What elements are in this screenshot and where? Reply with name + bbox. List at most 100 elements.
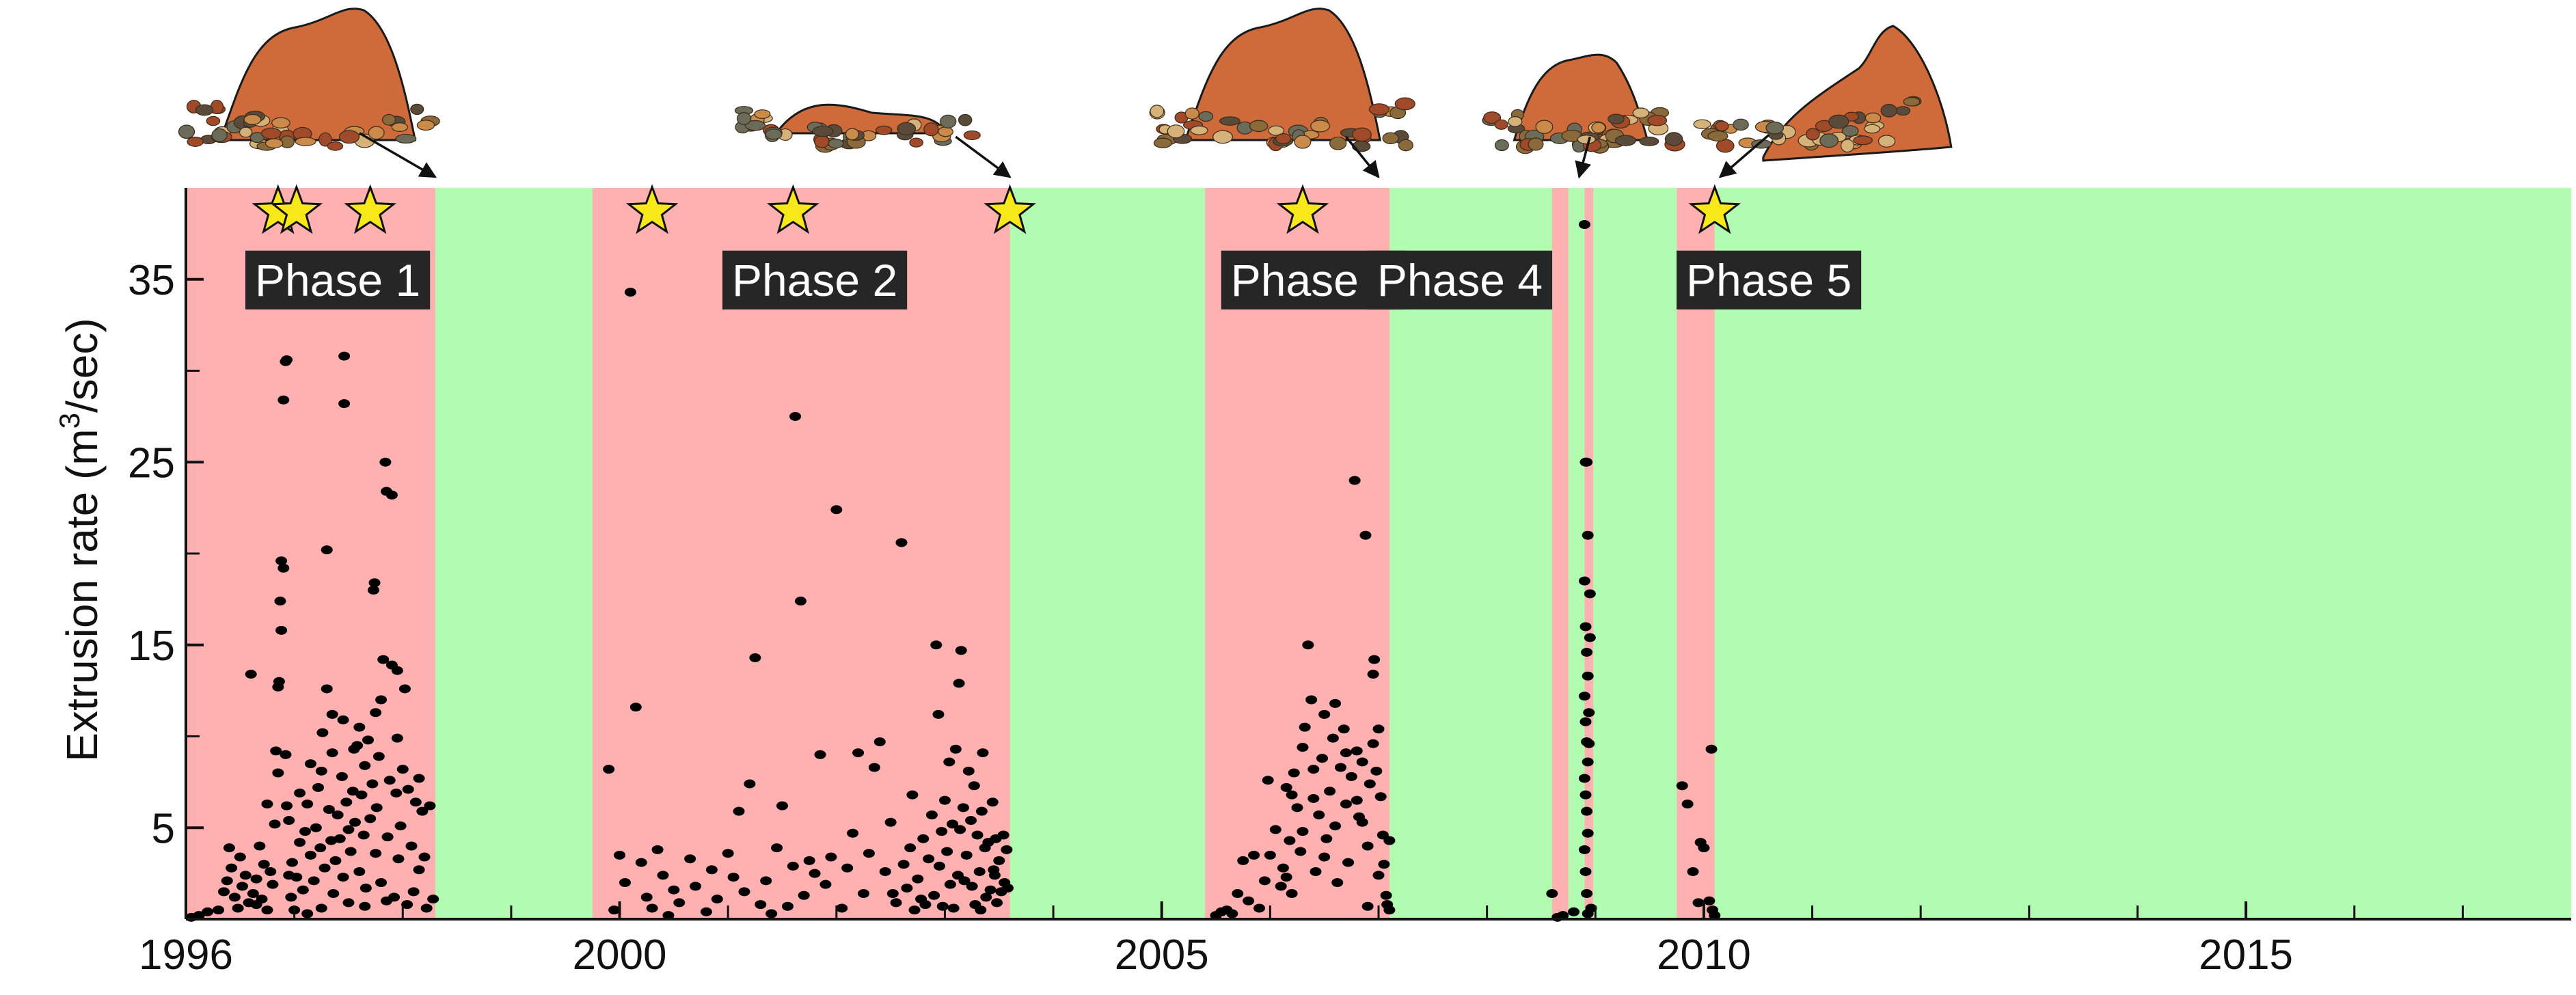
data-point xyxy=(270,746,282,756)
data-point xyxy=(245,670,257,679)
data-point xyxy=(1698,843,1710,853)
rubble-clast xyxy=(1577,135,1596,145)
rubble-clast xyxy=(338,130,360,144)
data-point xyxy=(798,890,810,900)
data-point xyxy=(1313,810,1325,820)
rubble-clast xyxy=(765,128,783,140)
rubble-clast xyxy=(754,109,771,119)
data-point xyxy=(375,695,388,705)
data-point xyxy=(357,830,370,840)
rubble-clast xyxy=(1483,111,1502,124)
data-point xyxy=(1583,708,1595,718)
data-point xyxy=(1581,647,1593,657)
data-point xyxy=(789,411,802,421)
data-point xyxy=(934,861,946,871)
data-point xyxy=(281,801,293,810)
data-point xyxy=(608,905,621,915)
rubble-clast xyxy=(828,138,844,149)
data-point xyxy=(1297,743,1309,752)
data-point xyxy=(947,819,959,829)
event-star xyxy=(270,184,323,234)
rubble-clast xyxy=(195,104,214,116)
data-point xyxy=(1578,774,1590,783)
data-point xyxy=(1582,757,1594,767)
x-tick-label: 2005 xyxy=(1115,931,1209,979)
data-point xyxy=(337,715,349,724)
rubble-clast xyxy=(744,120,766,131)
rubble-clast xyxy=(909,137,923,148)
data-point xyxy=(1284,836,1296,845)
data-point xyxy=(304,850,316,860)
data-point xyxy=(1264,850,1276,860)
data-point xyxy=(749,653,761,662)
rubble-clast xyxy=(1853,135,1873,146)
data-point xyxy=(895,538,908,547)
data-point xyxy=(1345,772,1357,781)
rubble-clast xyxy=(1828,114,1849,129)
x-tick-label: 1996 xyxy=(139,931,233,979)
data-point xyxy=(337,872,349,882)
data-point xyxy=(1307,793,1320,803)
rubble-clast xyxy=(265,138,284,149)
data-point xyxy=(416,806,429,816)
data-point xyxy=(381,832,394,842)
rubble-clast xyxy=(239,126,253,138)
data-point xyxy=(359,901,371,911)
rubble-clast xyxy=(1368,103,1389,115)
data-point xyxy=(413,774,425,783)
rubble-clast xyxy=(1903,96,1921,107)
data-point xyxy=(1342,858,1355,867)
data-point xyxy=(794,597,806,606)
data-point xyxy=(1578,692,1590,701)
data-point xyxy=(1578,576,1590,586)
data-point xyxy=(239,871,252,880)
rubble-clast xyxy=(410,103,424,115)
data-point xyxy=(884,817,897,827)
data-point xyxy=(705,865,718,875)
data-point xyxy=(226,863,238,873)
data-point xyxy=(803,856,815,865)
data-point xyxy=(1288,768,1300,778)
phase-label-2: Phase 2 xyxy=(722,250,908,310)
data-point xyxy=(377,655,390,664)
data-point xyxy=(1320,834,1333,843)
data-point xyxy=(277,563,290,573)
rubble-clast xyxy=(327,141,344,151)
rubble-clast xyxy=(1841,139,1855,153)
rubble-clast xyxy=(1880,104,1897,118)
rubble-clast xyxy=(1268,125,1285,136)
data-point xyxy=(1372,724,1385,734)
data-point xyxy=(353,867,366,876)
data-point xyxy=(1372,871,1385,880)
rubble-clast xyxy=(1877,135,1896,148)
data-point xyxy=(228,892,241,902)
data-point xyxy=(744,779,756,789)
lava-dome xyxy=(774,103,949,135)
data-point xyxy=(1557,911,1569,921)
data-point xyxy=(1262,776,1274,785)
rubble-clast xyxy=(1249,120,1269,133)
data-point xyxy=(342,898,355,908)
data-point xyxy=(991,898,1003,908)
eruptive-span-5 xyxy=(1584,188,1594,919)
data-point xyxy=(901,884,913,893)
data-point xyxy=(407,887,420,897)
annotation-arrow xyxy=(1345,135,1380,178)
data-point xyxy=(329,856,342,865)
data-point xyxy=(247,889,259,899)
data-point xyxy=(1383,836,1396,845)
data-point xyxy=(912,874,924,884)
rubble-clast xyxy=(923,122,939,137)
data-point xyxy=(1687,867,1699,876)
annotation-arrow xyxy=(1718,134,1770,178)
data-point xyxy=(1248,850,1260,860)
data-point xyxy=(738,887,750,897)
data-point xyxy=(1584,589,1596,599)
y-tick-label: 25 xyxy=(128,439,175,487)
data-point xyxy=(314,843,327,853)
data-point xyxy=(297,885,309,895)
data-point xyxy=(1331,878,1344,887)
data-point xyxy=(1383,905,1396,915)
data-point xyxy=(1277,863,1289,873)
data-point xyxy=(402,785,414,794)
